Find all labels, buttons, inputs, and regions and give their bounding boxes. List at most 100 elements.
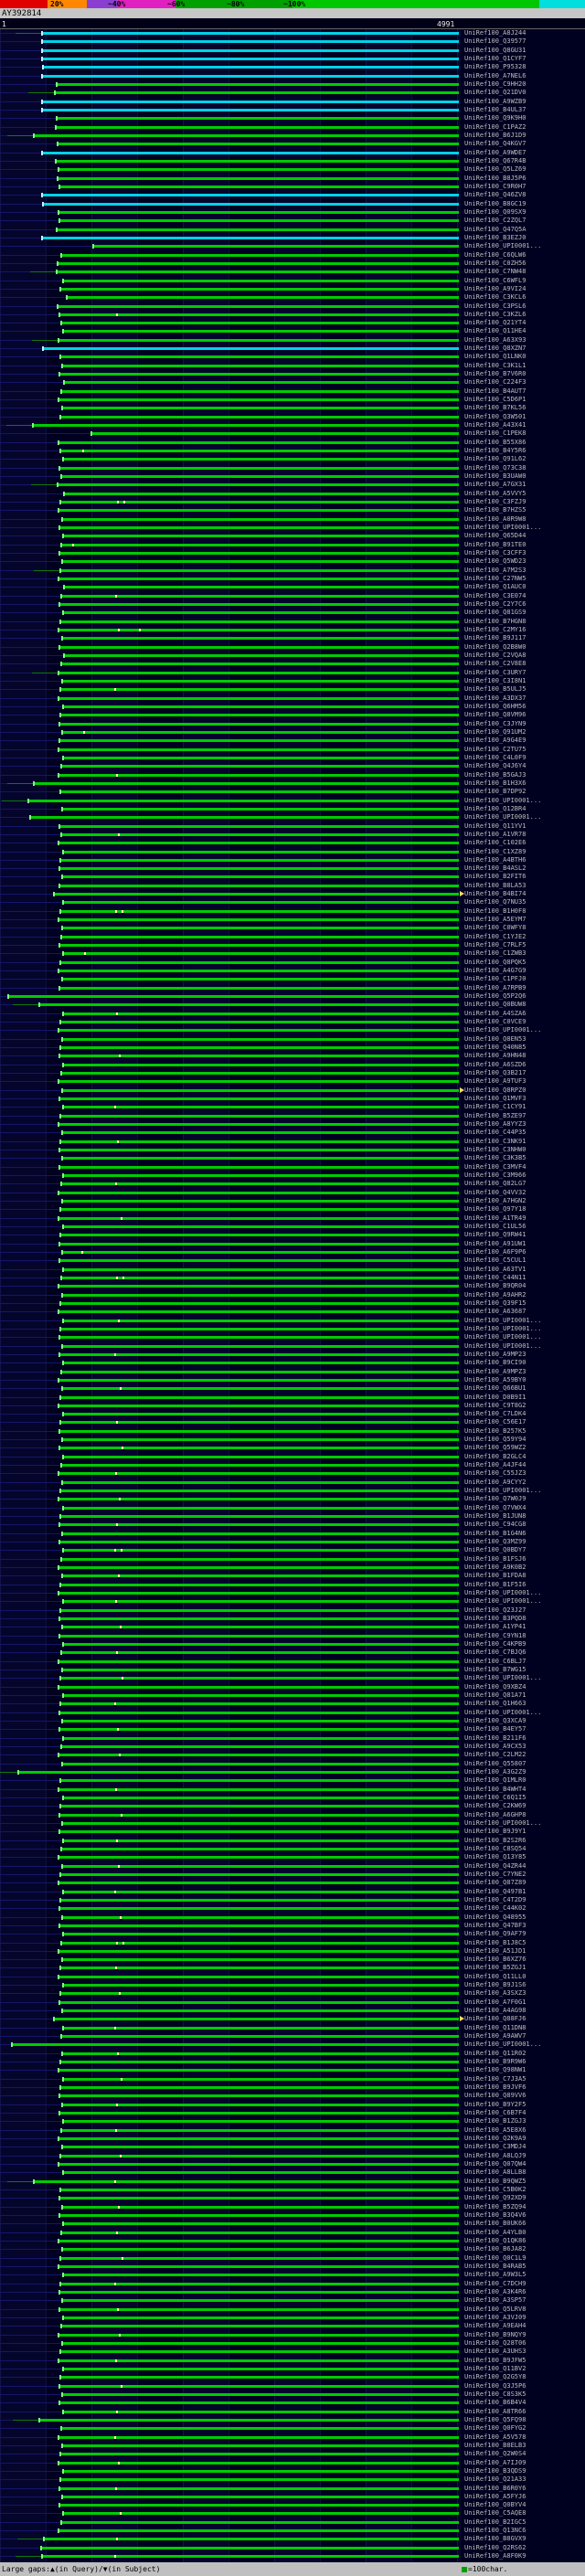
- hit-label[interactable]: UniRef100_A3VJ09: [464, 2313, 526, 2321]
- hit-bar[interactable]: [57, 671, 459, 674]
- hit-label[interactable]: UniRef100_B9JFW5: [464, 2356, 526, 2364]
- hit-label[interactable]: UniRef100_Q59WZ2: [464, 1444, 526, 1452]
- hit-bar[interactable]: [58, 867, 459, 871]
- hit-bar[interactable]: [58, 628, 459, 631]
- hit-bar[interactable]: [62, 705, 459, 708]
- hit-bar[interactable]: [58, 1301, 459, 1305]
- hit-bar[interactable]: [59, 501, 459, 504]
- hit-bar[interactable]: [58, 1242, 459, 1246]
- hit-label[interactable]: UniRef100_A51JD1: [464, 1946, 526, 1955]
- hit-bar[interactable]: [58, 2069, 459, 2072]
- hit-label[interactable]: UniRef100_A9EAH4: [464, 2322, 526, 2330]
- hit-label[interactable]: UniRef100_B7HGN8: [464, 617, 526, 625]
- hit-label[interactable]: UniRef100_C44P35: [464, 1129, 526, 1137]
- hit-label[interactable]: UniRef100_A9W3L5: [464, 2271, 526, 2279]
- hit-bar[interactable]: [90, 432, 459, 436]
- hit-bar[interactable]: [59, 1941, 459, 1945]
- hit-bar[interactable]: [57, 1080, 459, 1084]
- hit-bar[interactable]: [40, 108, 459, 111]
- hit-label[interactable]: UniRef100_A3K4R6: [464, 2287, 526, 2295]
- hit-label[interactable]: UniRef100_C3M966: [464, 1171, 526, 1179]
- hit-label[interactable]: UniRef100_B7V6R0: [464, 370, 526, 378]
- hit-label[interactable]: UniRef100_A9MPZ3: [464, 1367, 526, 1375]
- hit-label[interactable]: UniRef100_Q91L62: [464, 455, 526, 463]
- hit-label[interactable]: UniRef100_Q7VWX4: [464, 1503, 526, 1511]
- hit-bar[interactable]: [62, 381, 459, 385]
- hit-bar[interactable]: [62, 1736, 459, 1740]
- hit-label[interactable]: UniRef100_C8S3K5: [464, 2390, 526, 2398]
- hit-bar[interactable]: [61, 1319, 459, 1322]
- hit-bar[interactable]: [60, 1250, 459, 1254]
- hit-label[interactable]: UniRef100_B8J5P6: [464, 174, 526, 182]
- hit-label[interactable]: UniRef100_Q7W0J9: [464, 1495, 526, 1503]
- hit-label[interactable]: UniRef100_A43X41: [464, 421, 526, 429]
- hit-bar[interactable]: [57, 1191, 459, 1194]
- hit-bar[interactable]: [27, 799, 459, 802]
- hit-label[interactable]: UniRef100_Q11BV2: [464, 2364, 526, 2372]
- hit-label[interactable]: UniRef100_UPI0001...: [464, 1589, 542, 1597]
- hit-label[interactable]: UniRef100_B3UAW0: [464, 472, 526, 481]
- hit-bar[interactable]: [58, 739, 459, 743]
- hit-label[interactable]: UniRef100_B9JVF6: [464, 2083, 526, 2092]
- hit-label[interactable]: UniRef100_Q87Z89: [464, 1879, 526, 1887]
- hit-label[interactable]: UniRef100_B3Q4V6: [464, 2211, 526, 2219]
- hit-label[interactable]: UniRef100_B9J9Y1: [464, 1828, 526, 1836]
- hit-bar[interactable]: [58, 1592, 459, 1595]
- hit-bar[interactable]: [58, 1541, 459, 1544]
- hit-label[interactable]: UniRef100_Q46ZV8: [464, 191, 526, 199]
- hit-label[interactable]: UniRef100_A9AHR2: [464, 1290, 526, 1299]
- hit-label[interactable]: UniRef100_B91TE0: [464, 540, 526, 548]
- hit-bar[interactable]: [54, 91, 459, 95]
- hit-bar[interactable]: [57, 483, 459, 487]
- hit-bar[interactable]: [58, 790, 459, 794]
- hit-bar[interactable]: [61, 1890, 459, 1893]
- hit-bar[interactable]: [59, 1557, 459, 1561]
- hit-bar[interactable]: [59, 2086, 459, 2090]
- hit-label[interactable]: UniRef100_Q11R02: [464, 2049, 526, 2057]
- hit-bar[interactable]: [58, 1523, 459, 1527]
- hit-bar[interactable]: [62, 1549, 459, 1553]
- hit-bar[interactable]: [58, 1029, 459, 1033]
- hit-bar[interactable]: [60, 1344, 459, 1348]
- hit-label[interactable]: UniRef100_C44K02: [464, 1904, 526, 1913]
- hit-bar[interactable]: [58, 168, 459, 172]
- hit-bar[interactable]: [60, 1438, 459, 1442]
- hit-bar[interactable]: [61, 1958, 459, 1962]
- hit-bar[interactable]: [58, 2359, 459, 2362]
- hit-label[interactable]: UniRef100_C3URY7: [464, 668, 526, 676]
- hit-bar[interactable]: [58, 602, 459, 606]
- hit-bar[interactable]: [60, 832, 459, 836]
- hit-bar[interactable]: [62, 1455, 459, 1458]
- hit-bar[interactable]: [61, 1574, 459, 1578]
- hit-bar[interactable]: [42, 2538, 459, 2541]
- hit-bar[interactable]: [10, 2043, 459, 2047]
- hit-label[interactable]: UniRef100_B4EY57: [464, 1725, 526, 1733]
- hit-bar[interactable]: [58, 1021, 459, 1024]
- hit-bar[interactable]: [60, 364, 459, 367]
- hit-label[interactable]: UniRef100_A8TR66: [464, 2407, 526, 2415]
- hit-bar[interactable]: [58, 1055, 459, 1058]
- hit-bar[interactable]: [61, 1387, 459, 1391]
- hit-bar[interactable]: [61, 611, 459, 615]
- hit-label[interactable]: UniRef100_C27NW5: [464, 575, 526, 582]
- hit-bar[interactable]: [57, 338, 459, 342]
- hit-label[interactable]: UniRef100_B5ULJ5: [464, 685, 526, 694]
- hit-label[interactable]: UniRef100_A3SP57: [464, 2296, 526, 2305]
- hit-bar[interactable]: [59, 1805, 459, 1808]
- hit-label[interactable]: UniRef100_B9NQY9: [464, 2330, 526, 2338]
- hit-bar[interactable]: [61, 1480, 459, 1484]
- hit-label[interactable]: UniRef100_A6GHP8: [464, 1810, 526, 1818]
- hit-label[interactable]: UniRef100_B3PQD8: [464, 1615, 526, 1623]
- hit-label[interactable]: UniRef100_A5VVY5: [464, 489, 526, 497]
- hit-label[interactable]: UniRef100_A1VR78: [464, 830, 526, 838]
- hit-bar[interactable]: [58, 2453, 459, 2456]
- hit-bar[interactable]: [59, 1370, 459, 1373]
- hit-label[interactable]: UniRef100_C0WFY8: [464, 924, 526, 932]
- hit-label[interactable]: UniRef100_B8GVX9: [464, 2535, 526, 2543]
- hit-label[interactable]: UniRef100_Q8GU31: [464, 46, 526, 54]
- hit-label[interactable]: UniRef100_Q1H663: [464, 1700, 526, 1708]
- hit-bar[interactable]: [59, 858, 459, 862]
- hit-label[interactable]: UniRef100_B6R0Y6: [464, 2484, 526, 2492]
- hit-bar[interactable]: [91, 245, 459, 249]
- hit-label[interactable]: UniRef100_B9Y2F5: [464, 2100, 526, 2108]
